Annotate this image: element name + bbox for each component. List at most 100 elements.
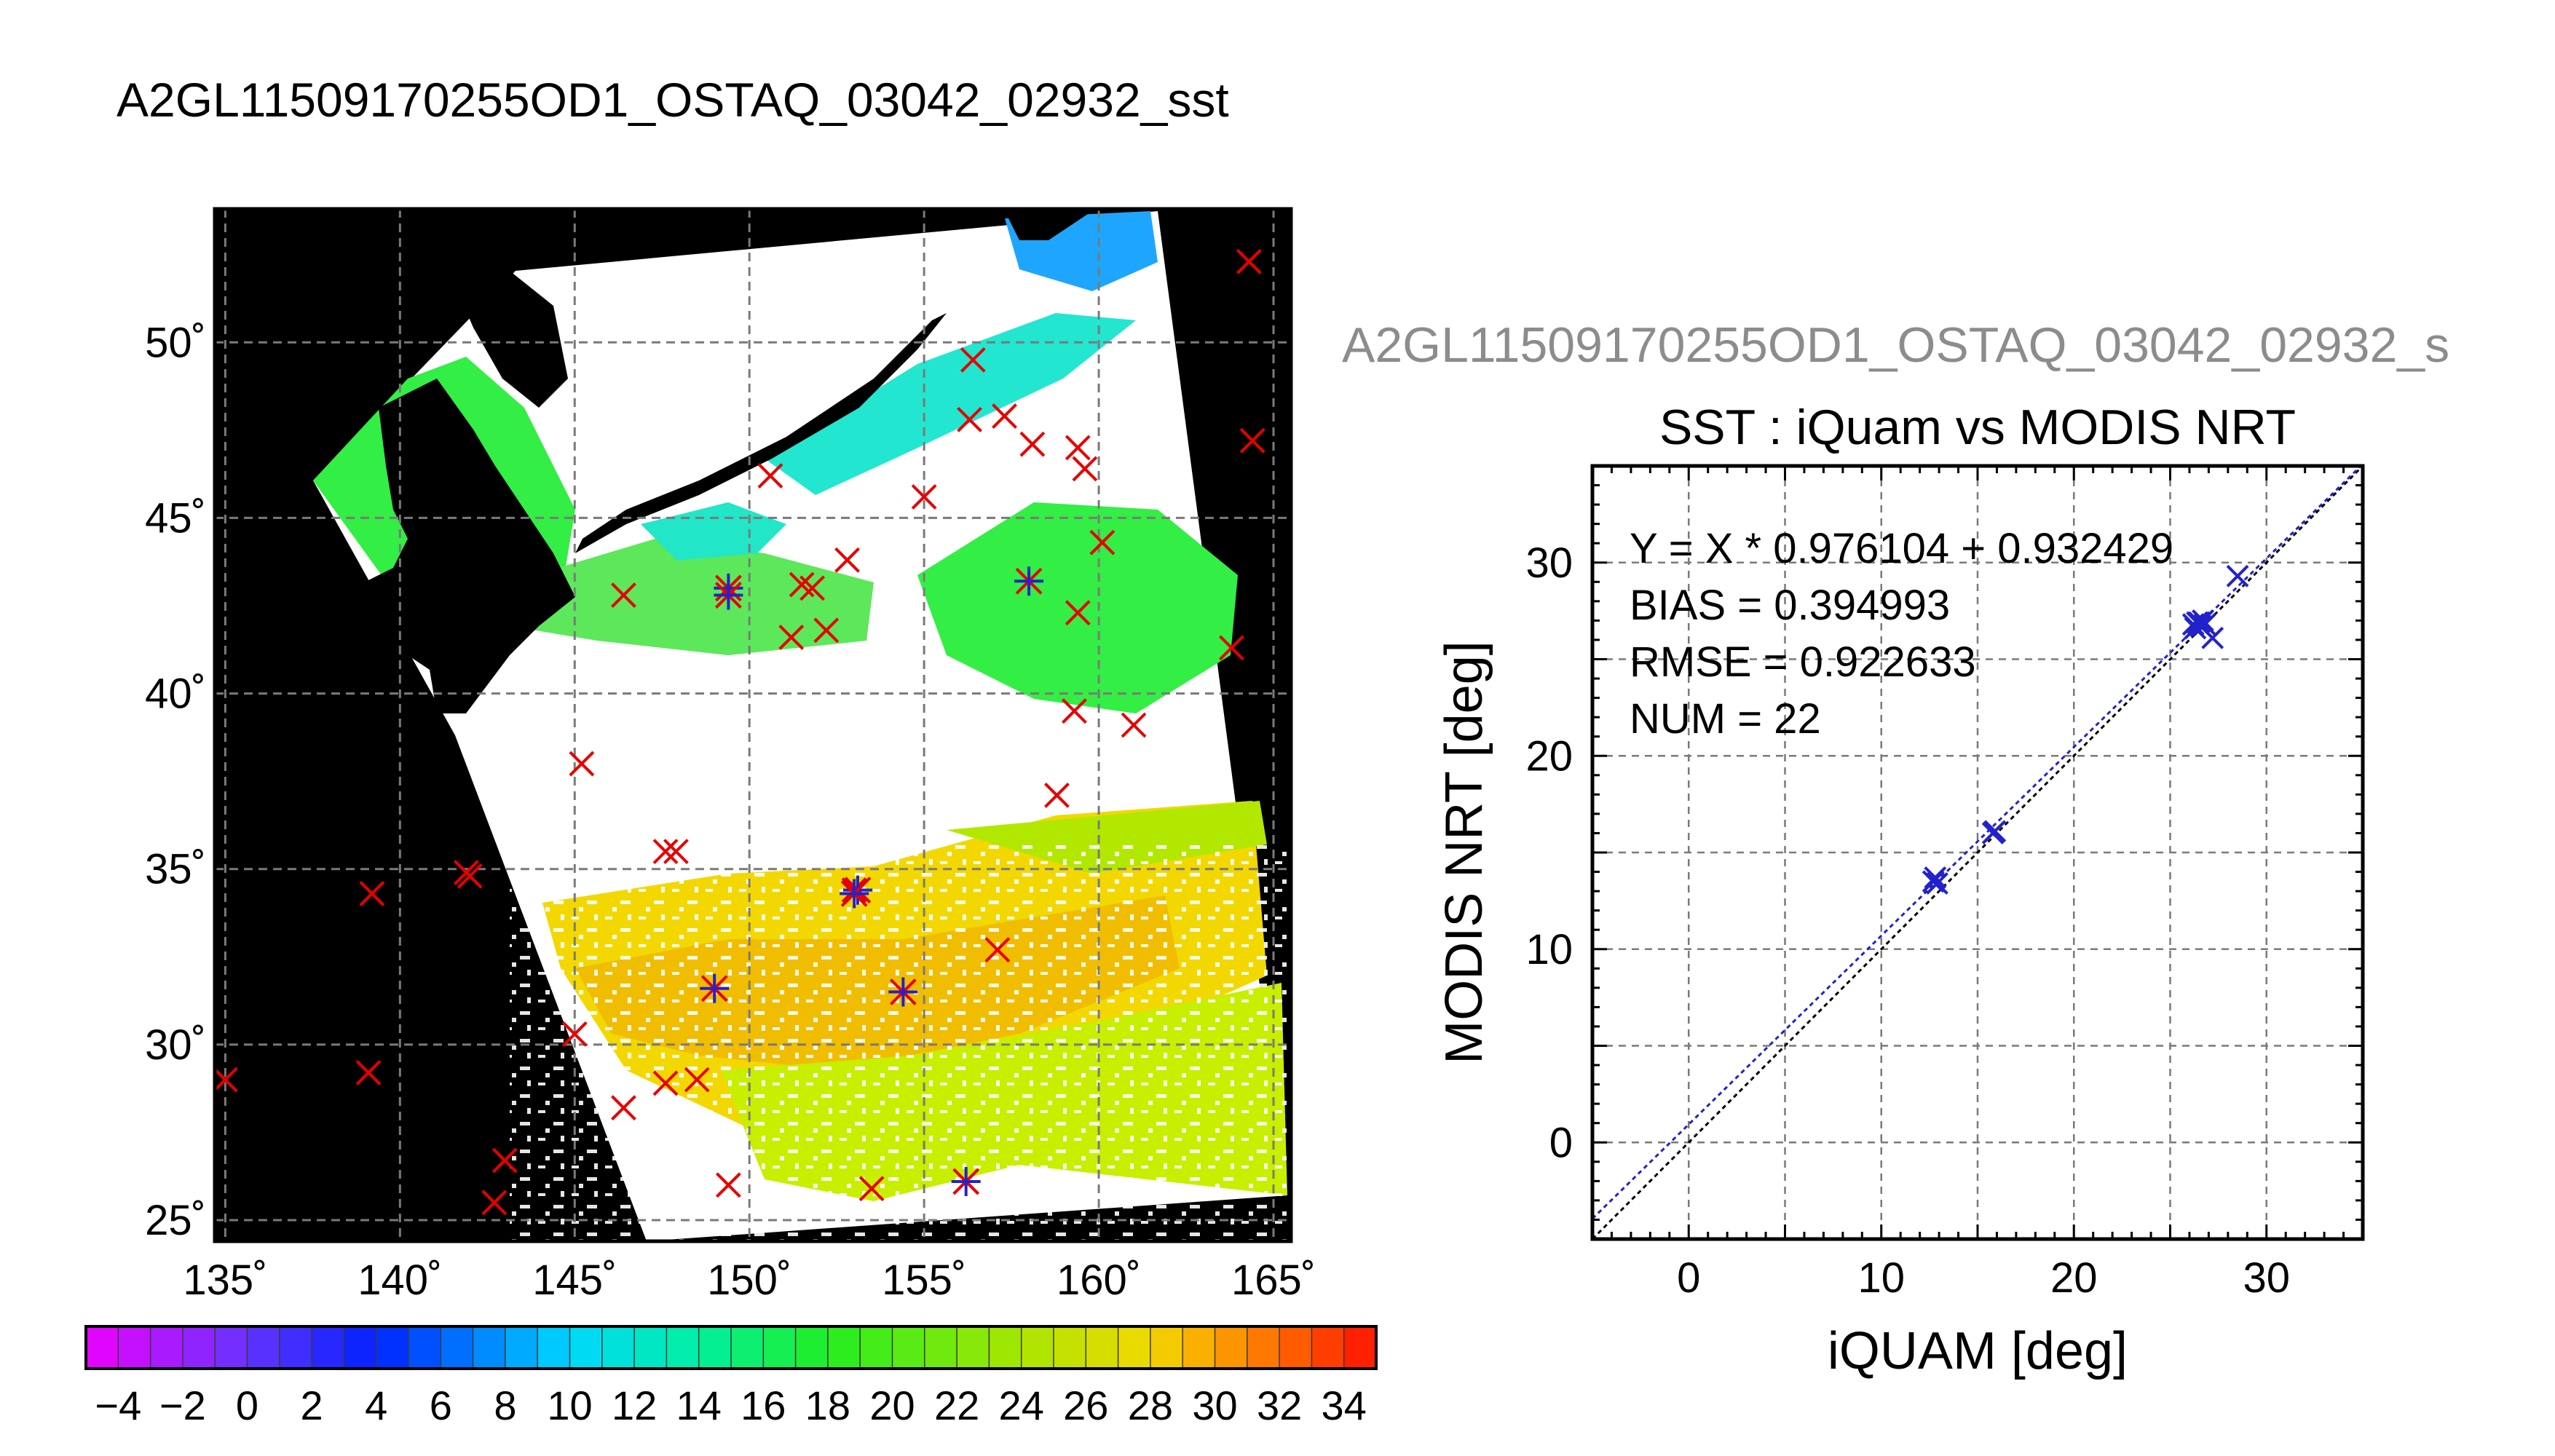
map-lon-tick-labels: 135˚ 140˚ 145˚ 150˚ 155˚ 160˚ 165˚ [183,1257,1316,1304]
scatter-grid [1592,466,2363,1239]
map-title: A2GL11509170255OD1_OSTAQ_03042_02932_sst [117,73,1229,127]
colorbar-tick-label: 30 [1192,1382,1237,1428]
buoy-marker [1062,698,1087,724]
colorbar-cell [1279,1326,1313,1369]
colorbar-cell [182,1326,216,1369]
map-lon-tick-label: 165˚ [1231,1257,1316,1304]
scatter-annotations: Y = X * 0.976104 + 0.932429 BIAS = 0.3949… [1630,525,2173,743]
colorbar-tick-label: 0 [236,1382,258,1428]
colorbar-cell [989,1326,1022,1369]
buoy-marker [611,582,636,608]
matchup-markers [700,566,1044,1197]
sst-green-east [917,502,1238,713]
sst-green-mid [510,539,874,655]
map-lat-tick-labels: 25˚ 30˚ 35˚ 40˚ 45˚ 50˚ [145,319,206,1244]
colorbar-cell [666,1326,700,1369]
map-lon-tick-label: 135˚ [183,1257,267,1304]
colorbar-cell [344,1326,377,1369]
colorbar-frame [84,1325,1378,1370]
map-lon-tick-label: 150˚ [707,1257,791,1304]
scatter-point [1924,866,1947,889]
colorbar-cell [408,1326,442,1369]
colorbar-cell [892,1326,925,1369]
colorbar-cell [698,1326,732,1369]
colorbar-cell [1182,1326,1216,1369]
colorbar-cell [1247,1326,1280,1369]
colorbar-cell [537,1326,571,1369]
scatter-x-tick-label: 10 [1857,1254,1905,1302]
colorbar-tick-label: 24 [999,1382,1044,1428]
scatter-points [1922,564,2249,895]
buoy-marker [215,1067,238,1093]
buoy-marker [1019,431,1046,457]
scatter-xlabel: iQUAM [deg] [1828,1322,2128,1380]
scatter-plot: SST : iQuam vs MODIS NRT 0 10 20 30 0 10 20 30… [1435,400,2365,1380]
buoy-marker [1072,456,1098,482]
colorbar-tick-label: 18 [805,1382,850,1428]
buoy-marker [1219,635,1244,661]
buoy-marker [491,1147,518,1174]
cloud-speckle [510,837,1289,1241]
land-sakhalin [451,271,568,408]
map-lon-tick-label: 155˚ [882,1257,966,1304]
map-frame [213,207,1293,1243]
colorbar-cell [731,1326,765,1369]
buoy-marker [789,571,815,598]
colorbar-cell [312,1326,345,1369]
map-lat-tick-label: 35˚ [145,846,206,893]
buoy-marker [834,547,860,573]
scatter-x-tick-label: 30 [2243,1254,2290,1302]
colorbar-cell [150,1326,183,1369]
scatter-y-tick-label: 30 [1525,539,1573,587]
scatter-annotation: Y = X * 0.976104 + 0.932429 [1630,525,2173,572]
fit-line [1592,466,2363,1220]
map-lat-tick-label: 45˚ [145,494,206,542]
map-lat-tick-label: 25˚ [145,1197,206,1244]
colorbar-cell [1086,1326,1119,1369]
colorbar-cell [1021,1326,1054,1369]
colorbar-tick-labels: −4 −2 0 2 4 6 8 10 12 14 16 18 20 22 24 26 28 30 32 34 [95,1382,1366,1428]
colorbar-tick-label: 10 [547,1382,592,1428]
colorbar-cell [1150,1326,1183,1369]
land-kamchatka [1005,211,1092,240]
colorbar-cell [376,1326,409,1369]
scatter-y-tick-labels: 0 10 20 30 [1525,539,1573,1167]
colorbar-tick-label: 22 [934,1382,979,1428]
buoy-marker [813,617,840,644]
colorbar-cell [763,1326,797,1369]
colorbar-cell [279,1326,312,1369]
scatter-point [2192,609,2214,632]
map-lat-tick-label: 50˚ [145,319,206,366]
colorbar-cell [247,1326,280,1369]
buoy-marker [858,1176,885,1202]
scatter-x-tick-label: 20 [2050,1254,2098,1302]
buoy-marker [355,1060,382,1085]
colorbar-cell [1343,1326,1377,1369]
buoy-marker [984,937,1011,963]
colorbar-cell [1118,1326,1151,1369]
scatter-y-tick-label: 20 [1525,732,1573,780]
buoy-marker [652,839,679,865]
scatter-point [2201,626,2224,649]
buoy-marker [799,575,825,601]
land-kurils [575,313,947,553]
colorbar-tick-label: 2 [301,1382,323,1428]
colorbar-tick-label: −4 [95,1382,141,1428]
colorbar-cell [473,1326,506,1369]
colorbar-tick-label: 14 [676,1382,722,1428]
colorbar-cell [441,1326,474,1369]
map-image-layer [215,209,1291,1241]
colorbar [84,1325,1378,1370]
colorbar-tick-label: 12 [612,1382,657,1428]
scatter-file-title: A2GL11509170255OD1_OSTAQ_03042_02932_s [1342,317,2449,373]
buoy-marker [457,863,483,889]
colorbar-cell [1311,1326,1345,1369]
buoy-marker [715,1172,741,1198]
buoy-marker [652,1070,679,1096]
buoy-marker [1044,783,1070,808]
colorbar-cell [1054,1326,1087,1369]
colorbar-cell [1215,1326,1248,1369]
buoy-marker [1239,427,1265,454]
colorbar-cell [827,1326,861,1369]
buoy-marker [663,839,689,865]
